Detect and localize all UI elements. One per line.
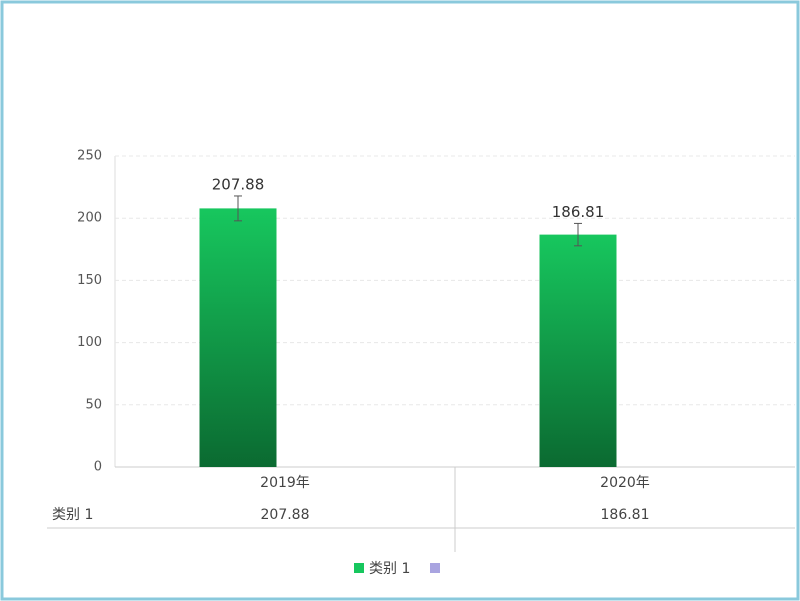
legend-swatch-empty — [430, 563, 440, 573]
y-tick-label: 100 — [77, 335, 102, 350]
y-tick-label: 150 — [77, 273, 102, 288]
legend-label: 类别 1 — [369, 561, 410, 577]
x-tick-label: 2019年 — [260, 475, 310, 491]
bar — [199, 208, 277, 467]
y-tick-label: 250 — [77, 149, 102, 164]
data-label: 207.88 — [212, 175, 265, 193]
y-tick-label: 0 — [94, 460, 102, 475]
y-tick-label: 50 — [85, 397, 102, 412]
legend-swatch — [354, 563, 364, 573]
table-value: 186.81 — [601, 507, 650, 523]
x-tick-label: 2020年 — [600, 475, 650, 491]
data-label: 186.81 — [552, 203, 605, 221]
y-tick-label: 200 — [77, 211, 102, 226]
table-value: 207.88 — [261, 507, 310, 523]
bar — [539, 234, 617, 467]
table-row-label: 类别 1 — [52, 507, 93, 523]
